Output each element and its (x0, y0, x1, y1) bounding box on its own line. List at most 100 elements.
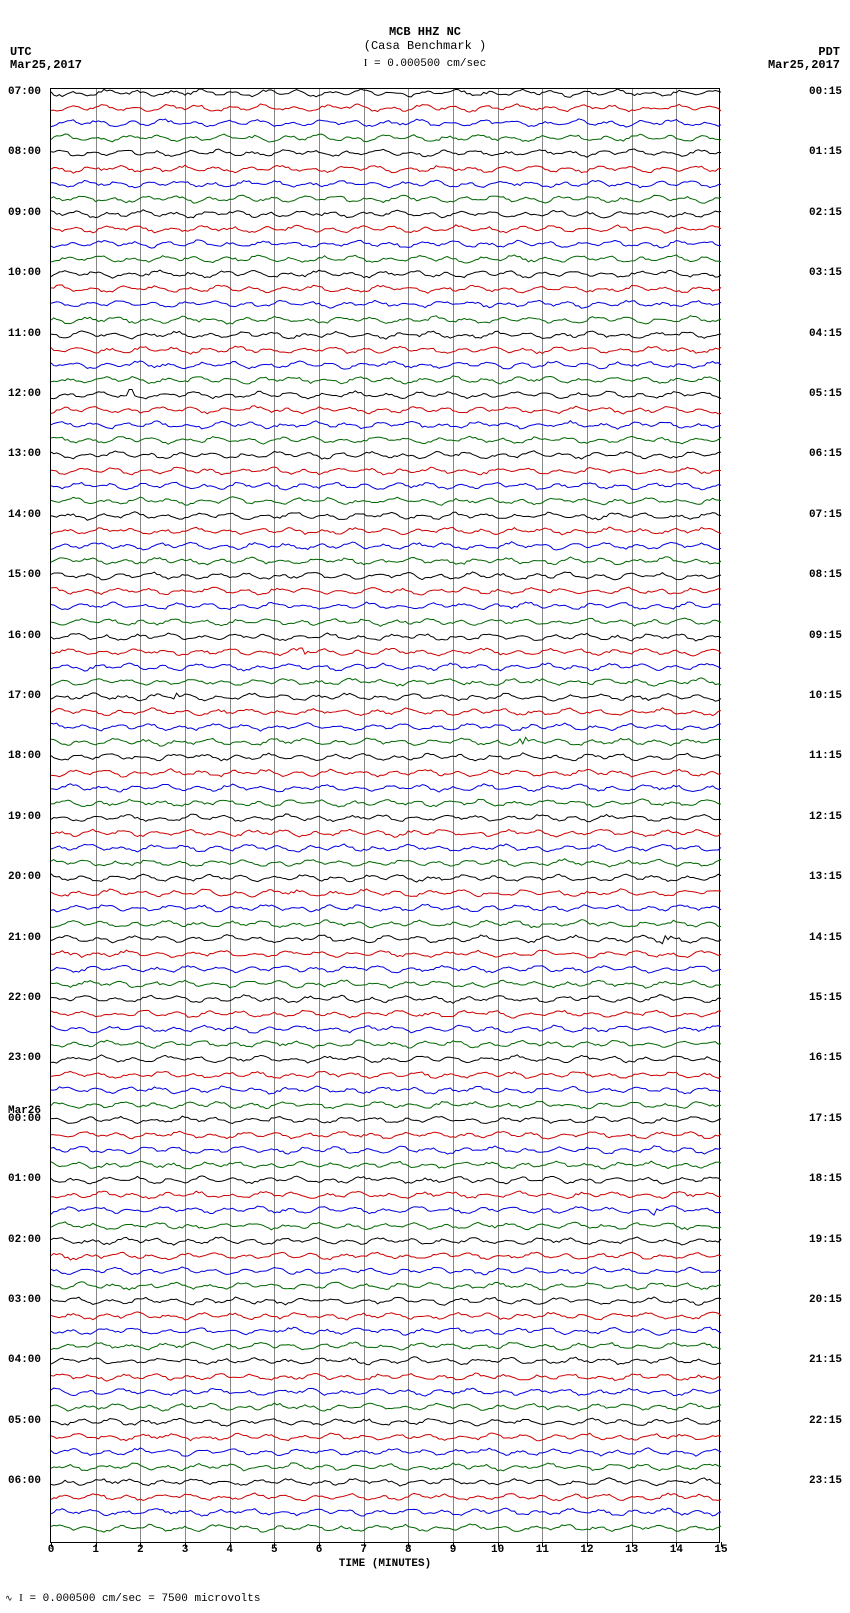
timezone-left: UTC (10, 45, 32, 59)
x-axis-tick-label: 8 (405, 1542, 412, 1556)
pdt-time-label: 20:15 (809, 1294, 842, 1306)
seismic-trace (51, 1190, 721, 1200)
utc-time-label: 15:00 (8, 569, 41, 581)
seismic-trace (51, 496, 721, 506)
utc-time-label: 05:00 (8, 1415, 41, 1427)
pdt-time-label: 14:15 (809, 932, 842, 944)
seismic-trace (51, 148, 721, 158)
seismic-trace (51, 179, 721, 189)
x-axis-tick-label: 14 (670, 1542, 683, 1556)
seismic-trace (51, 677, 721, 687)
chart-header: MCB HHZ NC (Casa Benchmark ) I = 0.00050… (0, 25, 850, 70)
x-axis-tick-label: 11 (536, 1542, 549, 1556)
seismic-trace (51, 1296, 721, 1306)
seismic-trace (51, 692, 721, 702)
seismic-trace (51, 1009, 721, 1019)
date-right: Mar25,2017 (768, 58, 840, 72)
seismic-trace (51, 330, 721, 340)
pdt-time-label: 05:15 (809, 388, 842, 400)
seismic-trace (51, 405, 721, 415)
seismic-trace (51, 722, 721, 732)
seismic-trace (51, 828, 721, 838)
utc-time-label: 08:00 (8, 146, 41, 158)
seismic-trace (51, 284, 721, 294)
pdt-time-label: 12:15 (809, 811, 842, 823)
x-axis-tick-label: 5 (271, 1542, 278, 1556)
utc-time-label: 03:00 (8, 1294, 41, 1306)
seismic-trace (51, 194, 721, 204)
pdt-time-label: 02:15 (809, 207, 842, 219)
seismic-trace (51, 88, 721, 98)
seismic-trace (51, 707, 721, 717)
seismic-trace (51, 768, 721, 778)
utc-time-label: 14:00 (8, 509, 41, 521)
pdt-time-label: 19:15 (809, 1234, 842, 1246)
pdt-time-label: 09:15 (809, 630, 842, 642)
seismic-trace (51, 118, 721, 128)
seismic-trace (51, 1447, 721, 1457)
seismic-trace (51, 1417, 721, 1427)
utc-time-label: 10:00 (8, 267, 41, 279)
pdt-time-label: 16:15 (809, 1052, 842, 1064)
seismic-trace (51, 133, 721, 143)
seismic-trace (51, 1492, 721, 1502)
seismic-trace (51, 345, 721, 355)
x-axis-tick-label: 10 (491, 1542, 504, 1556)
utc-time-label: 11:00 (8, 328, 41, 340)
utc-time-label: 12:00 (8, 388, 41, 400)
pdt-time-label: 21:15 (809, 1354, 842, 1366)
seismic-trace (51, 919, 721, 929)
utc-time-label: 01:00 (8, 1173, 41, 1185)
seismic-trace (51, 239, 721, 249)
seismic-trace (51, 737, 721, 747)
seismic-trace (51, 254, 721, 264)
x-axis-tick-label: 13 (625, 1542, 638, 1556)
x-axis-title: TIME (MINUTES) (339, 1558, 431, 1570)
seismic-trace (51, 1311, 721, 1321)
x-axis-tick-label: 4 (226, 1542, 233, 1556)
seismic-trace (51, 481, 721, 491)
utc-time-label: 07:00 (8, 86, 41, 98)
x-axis-tick-label: 0 (48, 1542, 55, 1556)
utc-time-label: 02:00 (8, 1234, 41, 1246)
x-axis-tick-label: 2 (137, 1542, 144, 1556)
seismic-trace (51, 466, 721, 476)
seismic-trace (51, 224, 721, 234)
date-left: Mar25,2017 (10, 58, 82, 72)
utc-time-label: 13:00 (8, 448, 41, 460)
pdt-time-label: 11:15 (809, 750, 842, 762)
seismic-trace (51, 511, 721, 521)
pdt-time-label: 15:15 (809, 992, 842, 1004)
seismic-trace (51, 269, 721, 279)
pdt-time-label: 06:15 (809, 448, 842, 460)
pdt-time-label: 00:15 (809, 86, 842, 98)
seismic-trace (51, 1024, 721, 1034)
utc-time-label: 21:00 (8, 932, 41, 944)
seismic-trace (51, 450, 721, 460)
seismic-trace (51, 1432, 721, 1442)
utc-time-label: 18:00 (8, 750, 41, 762)
seismic-trace (51, 1507, 721, 1517)
x-axis-tick-label: 1 (92, 1542, 99, 1556)
seismic-trace (51, 541, 721, 551)
seismic-trace (51, 888, 721, 898)
seismic-trace (51, 1130, 721, 1140)
pdt-time-label: 18:15 (809, 1173, 842, 1185)
seismic-trace (51, 1160, 721, 1170)
seismic-trace (51, 843, 721, 853)
seismic-trace (51, 1070, 721, 1080)
seismic-trace (51, 1100, 721, 1110)
seismic-trace (51, 934, 721, 944)
seismic-trace (51, 949, 721, 959)
pdt-time-label: 04:15 (809, 328, 842, 340)
seismogram-plot: 0123456789101112131415TIME (MINUTES) (50, 88, 720, 1543)
pdt-time-label: 10:15 (809, 690, 842, 702)
seismic-trace (51, 903, 721, 913)
pdt-time-label: 03:15 (809, 267, 842, 279)
seismic-trace (51, 662, 721, 672)
seismic-trace (51, 1341, 721, 1351)
seismic-trace (51, 1462, 721, 1472)
seismogram-display: MCB HHZ NC (Casa Benchmark ) I = 0.00050… (0, 0, 850, 1613)
seismic-trace (51, 164, 721, 174)
seismic-trace (51, 420, 721, 430)
